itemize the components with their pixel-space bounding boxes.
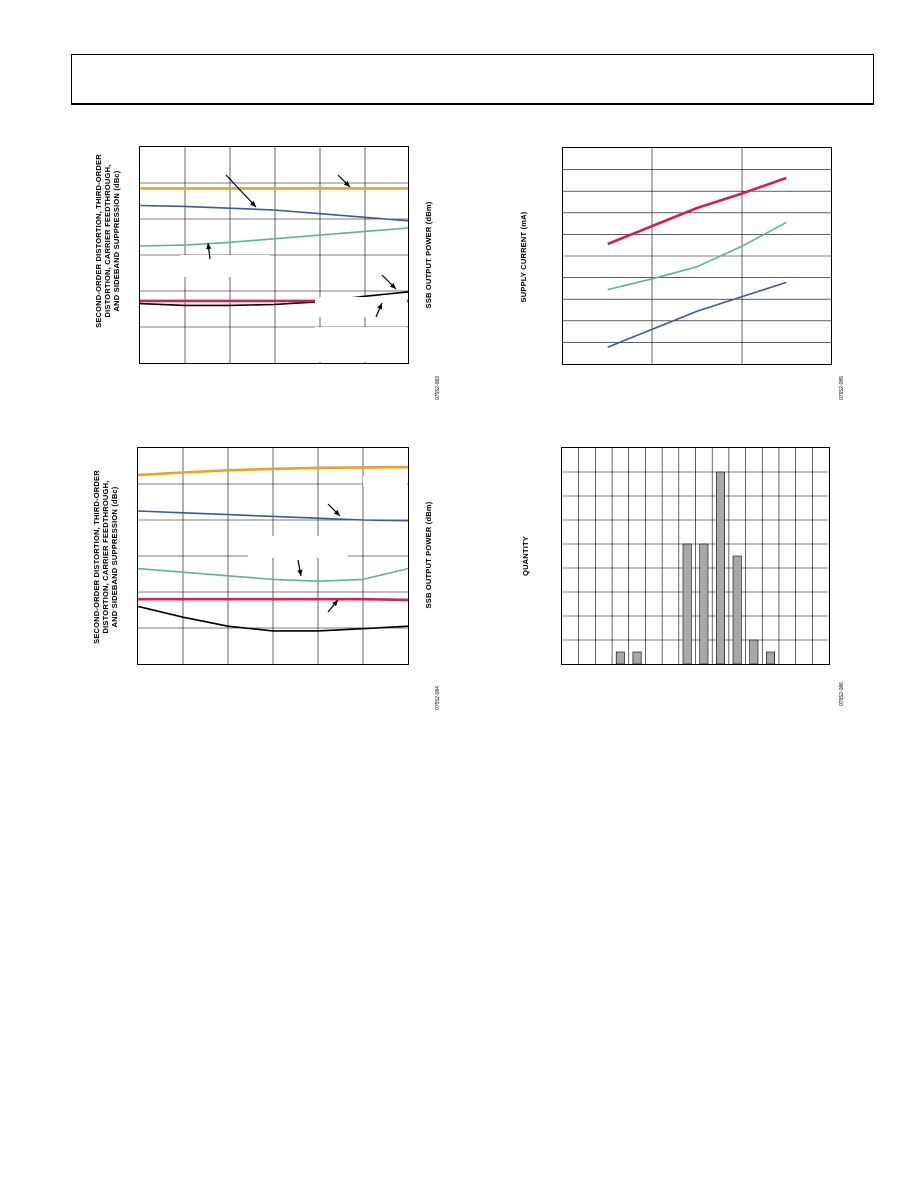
chart4-bar-3 — [699, 543, 709, 664]
chart4-figure-code: 07552-086 — [839, 682, 845, 706]
chart4-bar-7 — [766, 651, 775, 664]
chart3-label-mask-b — [248, 536, 348, 558]
chart3-series-green — [138, 567, 408, 582]
chart4-plot — [561, 447, 830, 665]
chart2-series-red — [607, 176, 787, 246]
chart1-arrow-blue-shaft — [225, 174, 257, 208]
chart2-svg — [563, 148, 831, 364]
chart2-figure-code: 07552-085 — [839, 376, 845, 400]
chart3-arrow-blue-head — [333, 509, 340, 516]
chart1-arrow-black-head — [389, 282, 396, 289]
chart3-plot — [137, 447, 409, 665]
chart3-series-black — [138, 605, 408, 632]
chart2-ylabel-left: SUPPLY CURRENT (mA) — [519, 211, 528, 303]
chart4-bar-4 — [716, 471, 725, 664]
chart3-figure-code: 07552-084 — [435, 686, 441, 710]
chart1-figure-code: 07552-083 — [435, 376, 441, 400]
chart3-arrow-red-head — [332, 600, 338, 607]
chart4-bar-2 — [682, 543, 692, 664]
chart2-plot — [562, 147, 832, 365]
chart4-svg — [562, 448, 829, 664]
chart4-bar-6 — [749, 639, 759, 664]
chart2-series-green — [607, 221, 787, 291]
chart1-series-green — [140, 227, 408, 247]
chart1-label-mask-c — [180, 255, 270, 277]
chart4-bar-0 — [615, 651, 625, 664]
chart1-label-mask-b — [315, 327, 407, 362]
chart3-label-mask-a — [363, 476, 407, 486]
chart1-arrow-orange-head — [343, 180, 350, 187]
chart3-series-blue — [138, 510, 408, 522]
chart2-series-blue — [607, 281, 787, 348]
chart3-ylabel-left: SECOND-ORDER DISTORTION, THIRD-ORDER DIS… — [92, 470, 119, 644]
chart1-svg — [140, 147, 408, 363]
chart1-series-blue — [140, 204, 408, 222]
chart3-arrow-green-head — [297, 569, 303, 576]
chart1-plot — [139, 146, 409, 364]
chart1-arrow-green-head — [206, 243, 212, 250]
chart1-ylabel-right: SSB OUTPUT POWER (dBm) — [424, 201, 433, 309]
chart3-series-orange — [138, 465, 408, 477]
chart1-ylabel-left: SECOND-ORDER DISTORTION, THIRD-ORDER DIS… — [94, 154, 121, 328]
chart1-arrow-blue-head — [249, 200, 256, 207]
chart4-bar-1 — [632, 651, 642, 664]
chart1-arrow-red-head — [377, 303, 383, 310]
chart4-ylabel-left: QUANTITY — [521, 536, 530, 576]
chart3-series-red — [138, 597, 408, 602]
chart1-label-mask-a — [315, 297, 407, 317]
page-header-frame — [71, 54, 874, 105]
chart3-ylabel-right: SSB OUTPUT POWER (dBm) — [424, 501, 433, 609]
chart3-svg — [138, 448, 408, 664]
chart1-series-black — [140, 291, 408, 307]
chart4-bar-5 — [732, 555, 742, 664]
